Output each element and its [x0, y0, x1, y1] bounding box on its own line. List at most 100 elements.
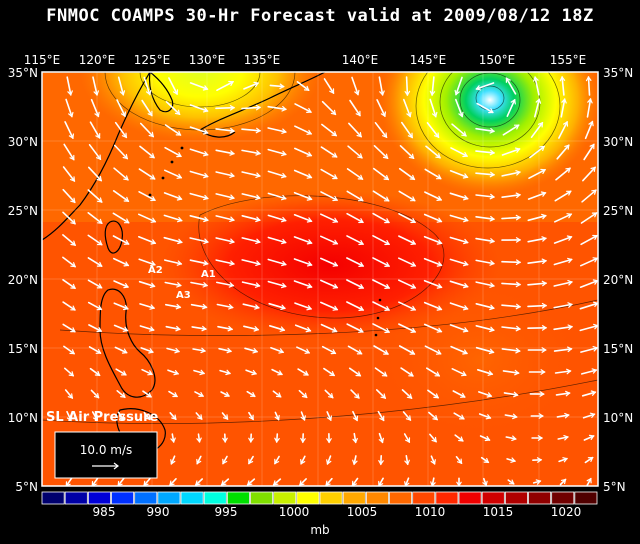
- wind-arrowhead: [358, 305, 365, 311]
- wind-arrowhead: [332, 305, 339, 311]
- wind-arrowhead: [252, 348, 259, 354]
- wind-arrow: [274, 455, 280, 465]
- wind-arrowhead: [541, 236, 547, 242]
- colorbar-swatch: [87, 491, 111, 505]
- wind-arrowhead: [489, 193, 496, 200]
- wind-arrow: [63, 143, 75, 161]
- wind-arrow: [91, 477, 99, 486]
- wind-arrowhead: [92, 415, 99, 421]
- wind-arrowhead: [489, 128, 496, 134]
- wind-arrow: [218, 347, 232, 353]
- wind-arrowhead: [328, 393, 334, 399]
- wind-arrow: [323, 78, 335, 94]
- wind-arrowhead: [281, 105, 287, 112]
- wind-arrow: [579, 302, 598, 310]
- wind-arrowhead: [150, 260, 156, 267]
- wind-arrow: [217, 325, 233, 331]
- wind-arrow: [267, 170, 287, 178]
- wind-arrow: [269, 84, 285, 88]
- colorbar-swatch: [319, 491, 343, 505]
- wind-arrowhead: [96, 197, 103, 203]
- wind-arrow: [65, 477, 73, 486]
- wind-arrow: [347, 145, 363, 159]
- colorbar-swatch: [435, 491, 459, 505]
- wind-arrowhead: [123, 218, 130, 224]
- colorbar-tick: 985: [93, 505, 116, 519]
- wind-arrowhead: [147, 110, 153, 117]
- wind-arrow: [502, 124, 520, 136]
- wind-arrowhead: [378, 460, 384, 466]
- wind-arrowhead: [541, 347, 547, 353]
- taiwan-coast: [104, 220, 123, 254]
- wind-arrow: [373, 345, 389, 355]
- lat-label: 15°N: [8, 342, 38, 356]
- wind-vectors: [62, 75, 598, 486]
- wind-arrowhead: [356, 131, 362, 138]
- wind-arrow: [455, 76, 463, 96]
- wind-arrow: [319, 257, 339, 267]
- wind-arrowhead: [222, 458, 228, 465]
- wind-arrow: [195, 412, 203, 420]
- wind-arrow: [579, 257, 598, 267]
- wind-arrowhead: [279, 326, 286, 332]
- wind-arrowhead: [592, 234, 598, 240]
- wind-arrow: [87, 234, 103, 246]
- wind-arrow: [62, 166, 76, 182]
- wind-arrow: [372, 301, 390, 311]
- wind-arrow: [581, 189, 597, 203]
- wind-arrowhead: [226, 347, 232, 354]
- wind-arrowhead: [96, 240, 103, 246]
- wind-arrow: [166, 347, 180, 353]
- wind-arrowhead: [565, 190, 572, 196]
- wind-arrowhead: [409, 349, 416, 355]
- wind-arrowhead: [330, 349, 337, 355]
- wind-arrowhead: [253, 81, 260, 88]
- wind-arrowhead: [301, 392, 308, 399]
- wind-arrow: [475, 259, 495, 265]
- wind-arrowhead: [306, 195, 313, 201]
- wind-arrowhead: [409, 174, 416, 180]
- wind-arrowhead: [177, 238, 183, 245]
- lat-label: 20°N: [603, 273, 633, 287]
- wind-arrowhead: [279, 83, 285, 90]
- wind-arrow: [424, 345, 442, 355]
- wind-arrowhead: [510, 457, 516, 463]
- colorbar-swatch: [389, 491, 413, 505]
- wind-arrow: [88, 166, 102, 182]
- wind-arrowhead: [326, 459, 332, 465]
- wind-arrowhead: [229, 127, 236, 134]
- wind-arrow: [297, 368, 309, 376]
- wind-arrowhead: [331, 131, 337, 137]
- wind-arrow: [455, 455, 463, 465]
- wind-arrow: [189, 192, 209, 200]
- wind-arrow: [215, 171, 235, 177]
- wind-arrowhead: [304, 348, 311, 354]
- wind-arrow: [293, 280, 313, 288]
- wind-arrowhead: [356, 349, 363, 355]
- wind-arrowhead: [591, 189, 597, 195]
- wind-arrowhead: [463, 282, 469, 289]
- wind-arrowhead: [227, 325, 234, 332]
- wind-arrow: [267, 280, 287, 288]
- wind-arrowhead: [486, 392, 493, 398]
- wind-arrowhead: [566, 346, 573, 353]
- wind-arrowhead: [306, 305, 313, 311]
- wind-arrowhead: [585, 75, 592, 82]
- wind-arrow: [398, 235, 416, 245]
- wind-arrowhead: [515, 325, 522, 332]
- wind-arrow: [475, 82, 495, 90]
- wind-arrowhead: [537, 435, 544, 441]
- wind-arrow: [241, 215, 261, 221]
- wind-reference-arrow: [92, 462, 119, 470]
- wind-arrowhead: [565, 390, 571, 397]
- longitude-labels: 115°E 120°E 125°E 130°E 135°E 140°E 145°…: [24, 53, 587, 67]
- wind-reference-label: 10.0 m/s: [80, 443, 133, 457]
- wind-arrowhead: [331, 327, 338, 333]
- wind-arrowhead: [170, 459, 176, 465]
- wind-arrowhead: [306, 283, 313, 289]
- wind-arrowhead: [255, 238, 261, 244]
- colorbar-swatch: [365, 491, 389, 505]
- wind-arrow: [321, 345, 337, 355]
- wind-arrowhead: [177, 216, 183, 223]
- wind-arrowhead: [410, 239, 417, 245]
